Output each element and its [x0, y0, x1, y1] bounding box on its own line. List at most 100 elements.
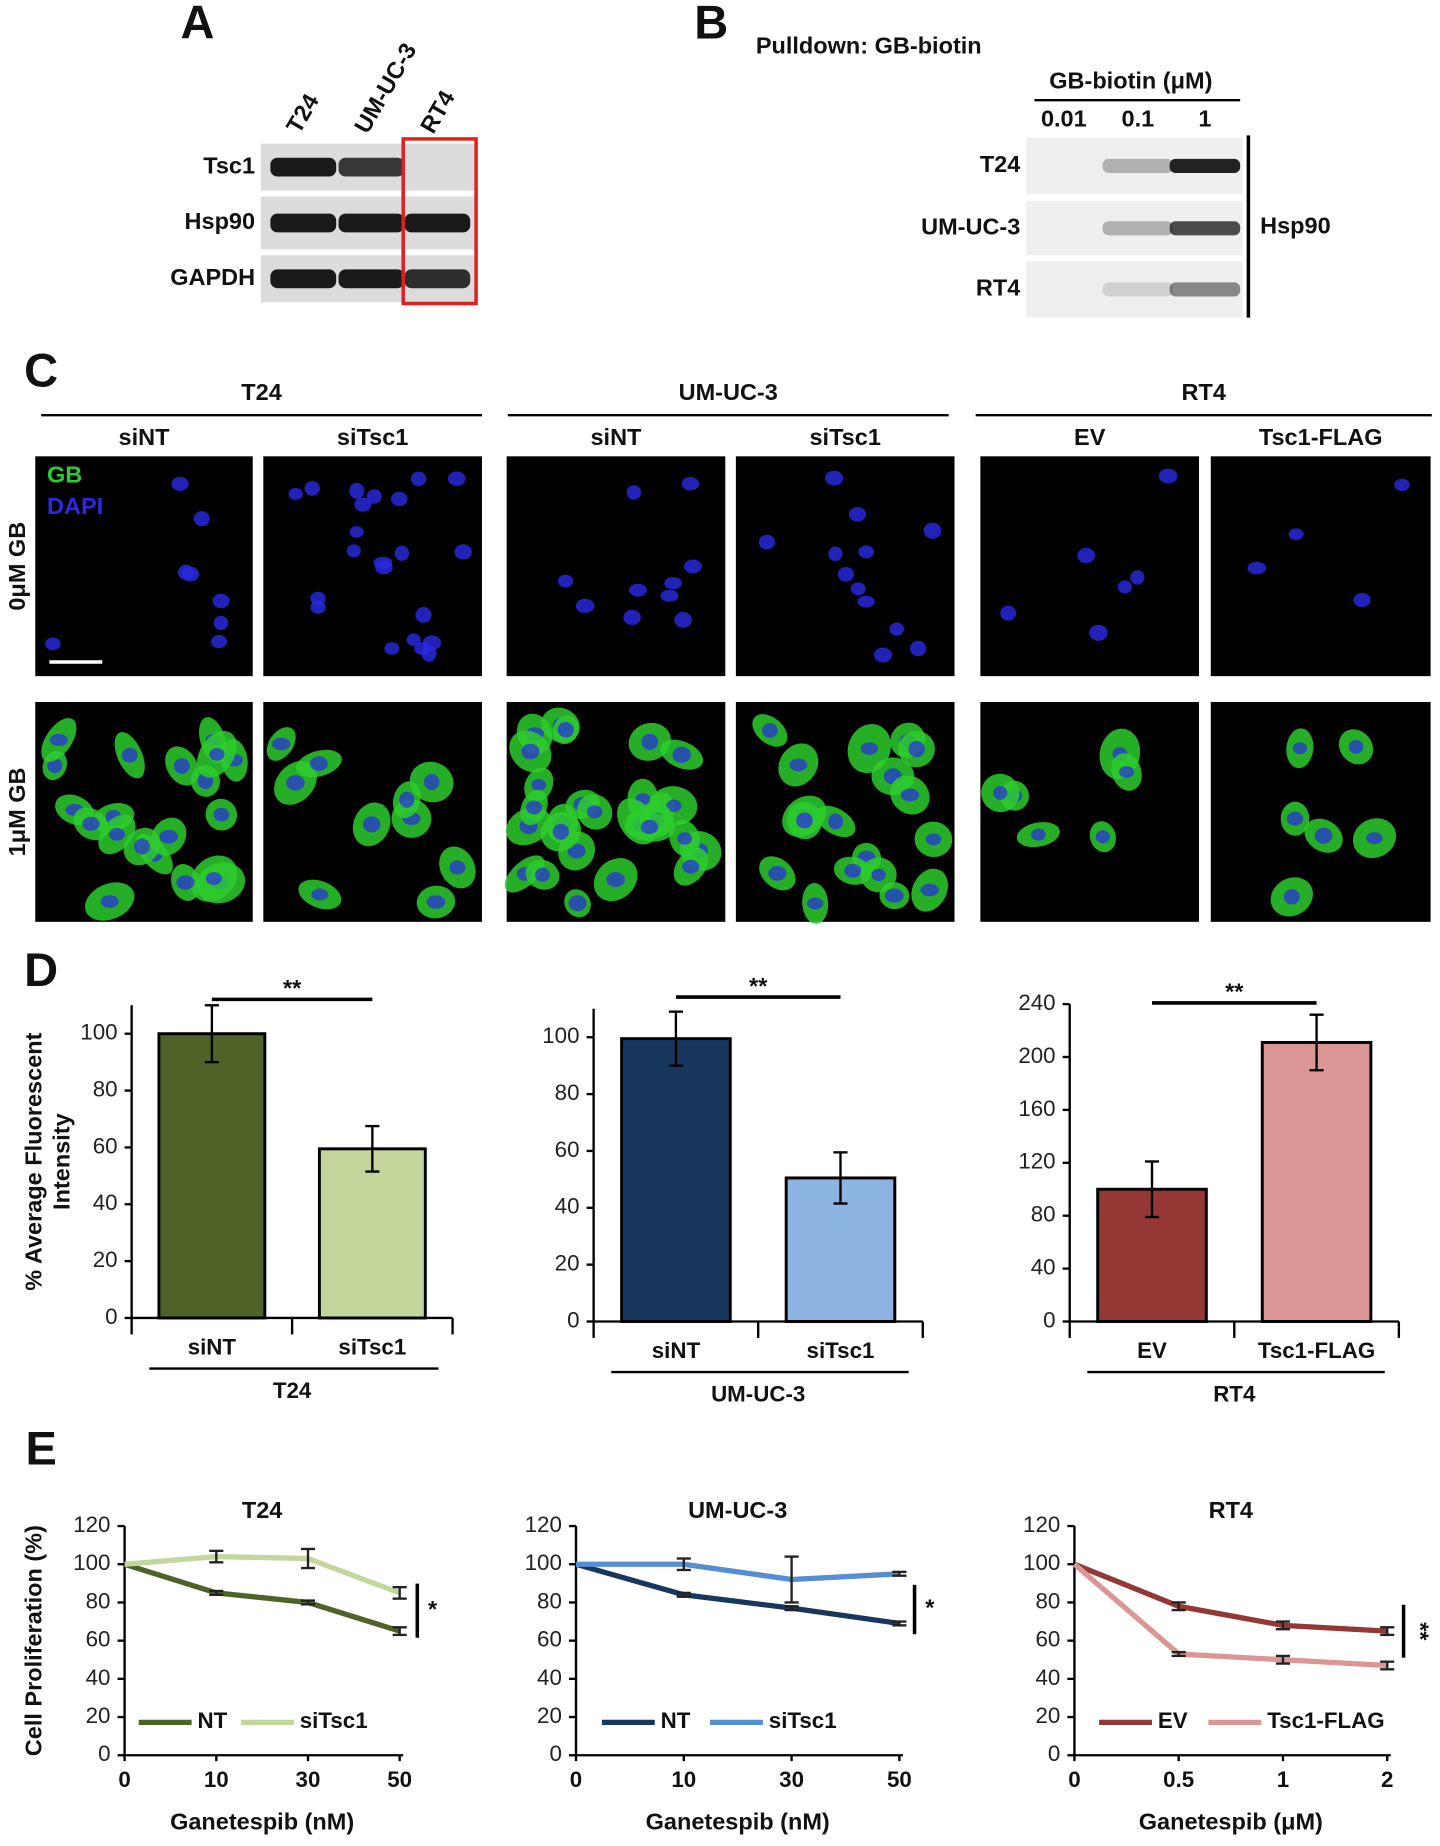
y-tick-label: 0: [1043, 1307, 1055, 1332]
group-label: T24: [241, 379, 281, 405]
condition-label: siTsc1: [809, 424, 880, 450]
nucleus: [557, 574, 574, 588]
nucleus: [1095, 830, 1111, 844]
nucleus: [415, 607, 432, 623]
nucleus: [171, 476, 189, 491]
nucleus: [910, 640, 927, 657]
highlight-box: [401, 137, 478, 306]
bar: [620, 1037, 732, 1323]
nucleus: [993, 785, 1008, 800]
nucleus: [373, 556, 393, 569]
row-label: UM-UC-3: [921, 213, 1020, 239]
channel-label: GB: [47, 462, 82, 488]
group-label: UM-UC-3: [711, 1381, 805, 1406]
nucleus: [1292, 742, 1308, 755]
nucleus: [100, 895, 119, 908]
significance-label: **: [283, 975, 302, 1001]
y-tick-label: 20: [537, 1703, 562, 1728]
nucleus: [421, 645, 437, 662]
legend-label: NT: [197, 1708, 227, 1733]
row-label: Tsc1: [203, 152, 255, 178]
nucleus: [449, 860, 466, 875]
significance-label: **: [1225, 979, 1244, 1005]
condition-label: Tsc1-FLAG: [1259, 424, 1383, 450]
nucleus: [575, 598, 595, 614]
x-tick-label: 10: [204, 1767, 229, 1792]
x-tick-label: 0: [118, 1767, 130, 1792]
x-tick-label: siTsc1: [338, 1334, 406, 1359]
nucleus: [213, 615, 229, 631]
y-tick-label: 240: [1018, 990, 1055, 1015]
significance-label: **: [749, 973, 768, 999]
y-axis-label: % Average Fluorescent: [20, 1032, 46, 1290]
x-tick-label: 50: [387, 1767, 412, 1792]
blot-band: [270, 269, 337, 289]
nucleus: [1283, 889, 1300, 905]
nucleus: [134, 838, 150, 855]
y-tick-label: 100: [73, 1550, 110, 1575]
nucleus: [796, 812, 813, 829]
series-line: [124, 1553, 401, 1596]
nucleus: [674, 611, 692, 628]
nucleus: [758, 534, 775, 550]
nucleus: [272, 737, 291, 751]
row-label: Hsp90: [185, 208, 256, 234]
nucleus: [850, 582, 866, 596]
nucleus: [354, 497, 372, 512]
x-tick-label: 2: [1381, 1767, 1393, 1792]
row-label: RT4: [976, 275, 1020, 301]
y-tick-label: 80: [1031, 1202, 1056, 1227]
nucleus: [567, 843, 586, 859]
x-axis-label: Ganetespib (nM): [170, 1809, 354, 1835]
blot-band: [1102, 221, 1174, 236]
y-tick-label: 40: [1035, 1665, 1060, 1690]
y-axis-label: Intensity: [49, 1113, 75, 1210]
y-tick-label: 20: [555, 1251, 580, 1276]
nucleus: [1130, 570, 1145, 585]
blot-band: [338, 213, 405, 233]
nucleus: [871, 868, 886, 882]
concentration-label: 1: [1198, 105, 1211, 131]
nucleus: [454, 544, 472, 560]
nucleus: [1000, 605, 1017, 621]
nucleus: [212, 593, 230, 609]
nucleus: [1031, 828, 1046, 841]
nucleus: [623, 609, 641, 626]
row-label: T24: [980, 151, 1021, 177]
y-tick-label: 0: [549, 1741, 561, 1766]
nucleus: [173, 758, 190, 774]
y-tick-label: 120: [73, 1512, 110, 1537]
nucleus: [629, 583, 647, 597]
nucleus: [213, 807, 230, 822]
nucleus: [211, 634, 227, 649]
nucleus: [406, 633, 421, 646]
nucleus: [121, 747, 138, 763]
nucleus: [346, 544, 361, 558]
legend-label: siTsc1: [300, 1708, 368, 1733]
y-tick-label: 20: [86, 1703, 111, 1728]
nucleus: [664, 576, 682, 590]
x-tick-label: 1: [1277, 1767, 1289, 1792]
target-label: Hsp90: [1260, 212, 1331, 238]
y-tick-label: 0: [1048, 1741, 1060, 1766]
panel-label: D: [24, 943, 58, 996]
legend-label: Tsc1-FLAG: [1267, 1708, 1384, 1733]
x-tick-label: Tsc1-FLAG: [1258, 1338, 1375, 1363]
condition-label: siNT: [590, 424, 642, 450]
x-tick-label: EV: [1137, 1338, 1167, 1363]
nucleus: [806, 897, 824, 910]
y-axis-label: Cell Proliferation (%): [20, 1525, 46, 1756]
nucleus: [672, 746, 691, 763]
micrograph: [980, 456, 1200, 677]
nucleus: [889, 622, 904, 636]
nucleus: [1314, 827, 1333, 844]
y-tick-label: 60: [86, 1627, 111, 1652]
lane-label: T24: [281, 89, 324, 137]
bar: [157, 1032, 267, 1320]
blot-band: [404, 213, 471, 233]
nucleus: [526, 800, 543, 815]
group-label: RT4: [1182, 379, 1226, 405]
panel-title: Pulldown: GB-biotin: [756, 32, 982, 58]
nucleus: [447, 471, 466, 486]
